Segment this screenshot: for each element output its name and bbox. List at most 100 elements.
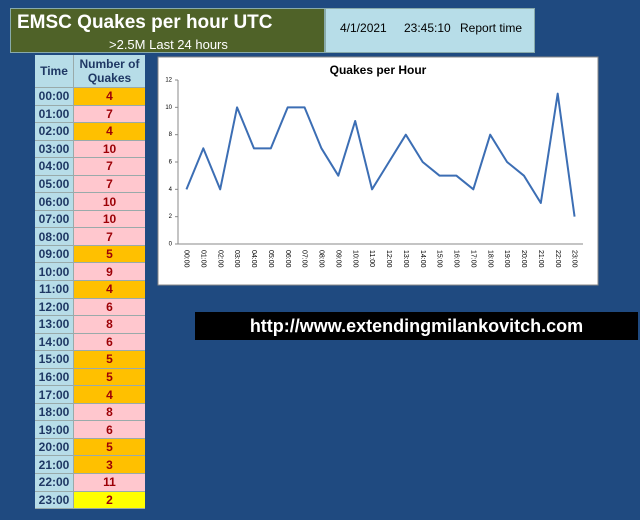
- time-cell: 19:00: [35, 421, 74, 438]
- table-row: 13:00 8: [35, 316, 145, 334]
- count-cell: 6: [74, 421, 145, 438]
- count-cell: 10: [74, 210, 145, 228]
- count-cell: 4: [74, 88, 145, 105]
- report-box: 4/1/2021 23:45:10 Report time: [325, 8, 535, 53]
- column-header: Number of Quakes: [79, 57, 140, 85]
- x-tick-label: 10:00: [351, 250, 358, 268]
- time-cell: 15:00: [35, 351, 74, 368]
- count-cell: 7: [74, 105, 145, 123]
- x-tick-label: 21:00: [537, 250, 544, 268]
- time-cell: 09:00: [35, 245, 74, 263]
- y-tick-label: 10: [165, 105, 172, 111]
- time-cell: 01:00: [35, 105, 74, 123]
- table-row: 20:00 5: [35, 438, 145, 457]
- time-cell: 22:00: [35, 474, 74, 491]
- table-row: 15:00 5: [35, 351, 145, 369]
- x-tick-label: 19:00: [503, 250, 510, 268]
- url-banner: http://www.extendingmilankovitch.com: [195, 312, 638, 340]
- y-tick-label: 12: [165, 78, 172, 84]
- y-tick-label: 0: [169, 242, 173, 248]
- time-cell: 17:00: [35, 386, 74, 403]
- table-row: 04:00 7: [35, 158, 145, 176]
- x-tick-label: 16:00: [453, 250, 460, 268]
- count-cell: 4: [74, 123, 145, 140]
- column-header: Time: [35, 55, 74, 87]
- table-header: Time Number of Quakes: [35, 55, 145, 88]
- subtitle: >2.5M Last 24 hours: [109, 37, 228, 52]
- time-cell: 20:00: [35, 438, 74, 456]
- time-cell: 04:00: [35, 158, 74, 175]
- x-tick-label: 03:00: [233, 250, 240, 268]
- time-cell: 13:00: [35, 316, 74, 333]
- report-time: 23:45:10: [404, 21, 451, 35]
- x-tick-label: 22:00: [554, 250, 561, 268]
- table-row: 08:00 7: [35, 228, 145, 246]
- time-cell: 08:00: [35, 228, 74, 245]
- count-cell: 5: [74, 245, 145, 263]
- time-cell: 06:00: [35, 193, 74, 210]
- time-cell: 10:00: [35, 263, 74, 281]
- chart-frame: [157, 56, 599, 286]
- time-cell: 14:00: [35, 333, 74, 351]
- x-tick-label: 23:00: [571, 250, 578, 268]
- time-cell: 02:00: [35, 123, 74, 140]
- count-cell: 7: [74, 158, 145, 175]
- x-tick-label: 17:00: [469, 250, 476, 268]
- x-tick-label: 02:00: [216, 250, 223, 268]
- count-cell: 3: [74, 456, 145, 474]
- count-cell: 10: [74, 193, 145, 210]
- table-row: 01:00 7: [35, 105, 145, 124]
- x-tick-label: 01:00: [199, 250, 206, 268]
- table-row: 22:00 11: [35, 474, 145, 492]
- table: Time Number of Quakes 00:00 4 01:00 7 02:00 4…: [35, 55, 145, 510]
- report-date: 4/1/2021: [340, 21, 387, 35]
- report-label: Report time: [460, 21, 523, 35]
- count-cell: 9: [74, 263, 145, 281]
- table-row: 19:00 6: [35, 421, 145, 439]
- count-cell: 8: [74, 403, 145, 421]
- x-tick-label: 08:00: [318, 250, 325, 268]
- table-row: 11:00 4: [35, 281, 145, 299]
- y-tick-label: 2: [169, 214, 173, 220]
- count-cell: 5: [74, 438, 145, 456]
- time-cell: 11:00: [35, 281, 74, 298]
- x-tick-label: 07:00: [301, 250, 308, 268]
- time-cell: 12:00: [35, 298, 74, 316]
- table-row: 09:00 5: [35, 245, 145, 264]
- data-line: [185, 92, 576, 217]
- table-row: 14:00 6: [35, 333, 145, 352]
- count-cell: 8: [74, 316, 145, 333]
- header: EMSC Quakes per hour UTC >2.5M Last 24 h…: [10, 8, 325, 53]
- x-tick-label: 05:00: [267, 250, 274, 268]
- table-row: 02:00 4: [35, 123, 145, 141]
- count-cell: 5: [74, 351, 145, 368]
- count-cell: 7: [74, 175, 145, 193]
- table-row: 18:00 8: [35, 403, 145, 422]
- x-tick-label: 18:00: [486, 250, 493, 268]
- time-cell: 21:00: [35, 456, 74, 474]
- time-cell: 18:00: [35, 403, 74, 421]
- table-row: 10:00 9: [35, 263, 145, 282]
- table-row: 12:00 6: [35, 298, 145, 317]
- x-tick-label: 14:00: [419, 250, 426, 268]
- table-row: 05:00 7: [35, 175, 145, 194]
- time-cell: 03:00: [35, 140, 74, 158]
- count-cell: 6: [74, 298, 145, 316]
- count-cell: 2: [74, 491, 145, 509]
- y-tick-label: 4: [169, 187, 173, 193]
- time-cell: 16:00: [35, 368, 74, 386]
- table-row: 17:00 4: [35, 386, 145, 404]
- time-cell: 05:00: [35, 175, 74, 193]
- x-tick-label: 06:00: [284, 250, 291, 268]
- table-row: 21:00 3: [35, 456, 145, 475]
- table-row: 23:00 2: [35, 491, 145, 510]
- table-row: 07:00 10: [35, 210, 145, 229]
- count-cell: 6: [74, 333, 145, 351]
- count-cell: 7: [74, 228, 145, 245]
- table-row: 00:00 4: [35, 88, 145, 106]
- title: EMSC Quakes per hour UTC: [17, 12, 273, 33]
- time-cell: 07:00: [35, 210, 74, 228]
- time-cell: 00:00: [35, 88, 74, 105]
